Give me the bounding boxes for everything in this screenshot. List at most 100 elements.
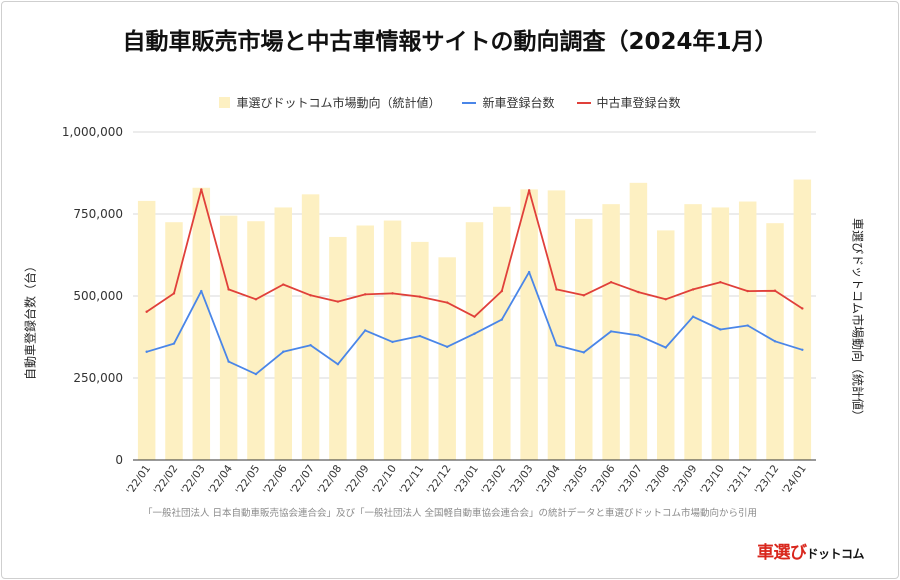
- x-tick-label: '23/05: [561, 463, 590, 497]
- x-tick-label: '23/09: [671, 463, 700, 497]
- point-used-cars: [200, 188, 203, 191]
- point-new-cars: [609, 330, 613, 333]
- point-new-cars: [445, 345, 449, 349]
- x-tick-label: '24/01: [780, 463, 809, 497]
- bar: [219, 215, 238, 460]
- bar: [356, 225, 374, 460]
- point-used-cars: [664, 298, 667, 301]
- legend: 車選びドットコム市場動向（統計値） 新車登録台数 中古車登録台数: [0, 94, 900, 111]
- point-new-cars: [172, 342, 176, 345]
- point-used-cars: [418, 295, 422, 298]
- point-used-cars: [473, 315, 476, 318]
- point-new-cars: [145, 350, 148, 353]
- point-new-cars: [500, 318, 504, 321]
- source-note: 「一般社団法人 日本自動車販売協会連合会」及び「一般社団法人 全国軽自動車協会連…: [142, 508, 758, 519]
- point-used-cars: [691, 288, 695, 291]
- point-new-cars: [309, 344, 312, 347]
- point-used-cars: [254, 298, 258, 301]
- point-used-cars: [637, 290, 640, 294]
- point-used-cars: [227, 288, 230, 291]
- point-used-cars: [445, 301, 449, 304]
- y-tick-label: 750,000: [73, 207, 123, 221]
- point-used-cars: [719, 281, 722, 284]
- x-tick-label: '22/03: [179, 463, 208, 497]
- point-used-cars: [609, 281, 613, 284]
- bar: [438, 257, 456, 460]
- point-new-cars: [555, 344, 558, 347]
- x-tick-label: '22/06: [261, 463, 290, 497]
- x-tick-label: '23/08: [643, 463, 672, 497]
- bar: [383, 220, 402, 460]
- x-tick-label: '22/11: [397, 463, 426, 497]
- point-new-cars: [664, 346, 667, 349]
- bar: [192, 187, 211, 460]
- bar: [247, 221, 265, 460]
- legend-label-new-cars: 新車登録台数: [482, 96, 555, 110]
- point-used-cars: [172, 292, 176, 295]
- legend-label-market: 車選びドットコム市場動向（統計値）: [236, 96, 441, 110]
- logo-text-main: 車選び: [756, 543, 807, 563]
- legend-item-market: 車選びドットコム市場動向（統計値）: [219, 94, 440, 111]
- point-new-cars: [254, 372, 258, 376]
- x-tick-label: '22/04: [206, 463, 235, 497]
- x-tick-label: '23/01: [452, 463, 481, 497]
- bar: [629, 182, 648, 460]
- x-tick-label: '23/02: [479, 463, 508, 497]
- point-used-cars: [801, 307, 804, 310]
- x-tick-label: '22/09: [343, 463, 372, 497]
- legend-item-new-cars: 新車登録台数: [462, 94, 555, 111]
- bar: [547, 190, 566, 460]
- x-tick-label: '22/02: [152, 463, 181, 497]
- point-used-cars: [773, 289, 777, 292]
- bar: [684, 204, 702, 460]
- bar: [738, 201, 757, 460]
- bar: [301, 194, 320, 460]
- point-new-cars: [801, 348, 804, 351]
- legend-swatch-new-cars: [462, 101, 477, 104]
- x-tick-label: '22/10: [370, 463, 399, 497]
- bar: [493, 206, 511, 460]
- point-new-cars: [227, 360, 230, 363]
- point-used-cars: [309, 294, 312, 297]
- point-new-cars: [200, 289, 203, 293]
- point-new-cars: [336, 363, 340, 366]
- legend-swatch-market: [219, 97, 231, 108]
- y-tick-label: 500,000: [73, 289, 123, 303]
- bar: [274, 207, 293, 460]
- bar: [411, 241, 429, 460]
- bar: [656, 230, 675, 460]
- point-used-cars: [364, 293, 367, 296]
- point-new-cars: [719, 328, 722, 331]
- chart-title: 自動車販売市場と中古車情報サイトの動向調査（2024年1月）: [122, 29, 778, 55]
- x-tick-label: '23/11: [725, 463, 754, 497]
- x-tick-label: '22/07: [288, 463, 317, 497]
- point-new-cars: [582, 351, 585, 354]
- bar: [793, 179, 812, 460]
- point-new-cars: [773, 340, 777, 343]
- point-used-cars: [582, 294, 585, 297]
- y-tick-label: 0: [115, 453, 123, 467]
- point-used-cars: [282, 283, 285, 286]
- x-tick-label: '23/04: [534, 463, 563, 497]
- x-tick-label: '23/12: [753, 463, 782, 497]
- point-used-cars: [746, 289, 749, 293]
- x-tick-label: '22/05: [234, 463, 263, 497]
- bar: [575, 218, 593, 460]
- point-used-cars: [145, 310, 148, 313]
- point-new-cars: [691, 315, 695, 318]
- legend-label-used-cars: 中古車登録台数: [596, 96, 681, 110]
- point-new-cars: [391, 340, 394, 344]
- point-used-cars: [391, 292, 394, 295]
- logo-text-sub: ドットコム: [806, 547, 864, 561]
- bar: [137, 200, 156, 460]
- legend-item-used-cars: 中古車登録台数: [576, 94, 681, 111]
- point-new-cars: [527, 270, 531, 274]
- point-used-cars: [555, 288, 558, 291]
- bar: [520, 189, 538, 460]
- x-tick-label: '22/08: [316, 463, 345, 497]
- x-tick-label: '22/12: [425, 463, 454, 497]
- point-new-cars: [637, 334, 640, 337]
- bar: [165, 222, 183, 460]
- brand-logo: 車選びドットコム: [756, 538, 865, 563]
